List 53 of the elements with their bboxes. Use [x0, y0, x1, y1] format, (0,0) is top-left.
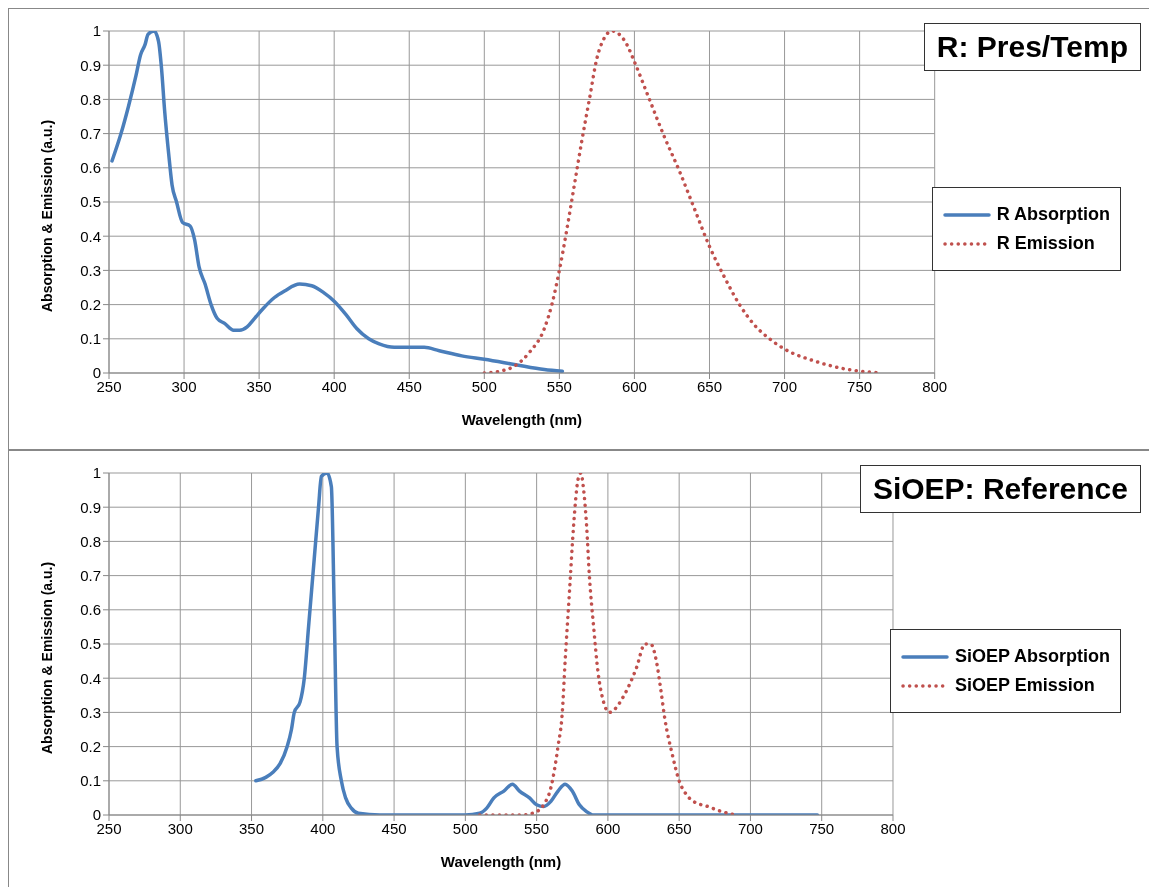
legend-label: R Emission: [996, 233, 1095, 254]
y-tick-label: 0.4: [80, 669, 101, 687]
x-tick-label: 600: [595, 819, 621, 837]
y-tick-label: 0.3: [80, 703, 101, 721]
y-axis-title: Absorption & Emission (a.u.): [38, 561, 55, 754]
y-tick-label: 0.9: [80, 56, 101, 74]
x-tick-label: 400: [310, 819, 336, 837]
text: R: Pres/Temp: [923, 23, 1141, 71]
x-tick-label: 800: [922, 377, 948, 395]
x-tick-label: 800: [880, 819, 906, 837]
y-tick-label: 0.7: [80, 124, 101, 142]
x-tick-label: 400: [321, 377, 347, 395]
x-tick-label: 300: [171, 377, 197, 395]
y-tick-label: 0.5: [80, 193, 101, 211]
x-axis-title: Wavelength (nm): [461, 411, 582, 428]
y-tick-label: 0.8: [80, 532, 101, 550]
x-tick-label: 750: [847, 377, 873, 395]
text: SiOEP: Reference: [859, 465, 1141, 513]
x-tick-label: 650: [696, 377, 722, 395]
x-tick-label: 600: [621, 377, 647, 395]
y-tick-label: 0.3: [80, 261, 101, 279]
y-tick-label: 0.9: [80, 498, 101, 516]
x-tick-label: 500: [452, 819, 478, 837]
y-tick-label: 0.7: [80, 566, 101, 584]
x-tick-label: 350: [246, 377, 272, 395]
x-tick-label: 300: [167, 819, 193, 837]
x-tick-label: 700: [772, 377, 798, 395]
legend-label: SiOEP Absorption: [954, 646, 1110, 667]
x-tick-label: 550: [546, 377, 572, 395]
y-tick-label: 1: [92, 464, 101, 482]
y-tick-label: 0.6: [80, 601, 101, 619]
y-tick-label: 0.1: [80, 772, 101, 790]
legend-label: R Absorption: [996, 204, 1110, 225]
y-tick-label: 0.2: [80, 737, 101, 755]
y-tick-label: 0.6: [80, 159, 101, 177]
x-tick-label: 700: [737, 819, 763, 837]
y-tick-label: 0.4: [80, 227, 101, 245]
y-tick-label: 0.8: [80, 90, 101, 108]
y-axis-title: Absorption & Emission (a.u.): [38, 119, 55, 312]
x-tick-label: 750: [809, 819, 835, 837]
legend-label: SiOEP Emission: [954, 675, 1095, 696]
x-axis-title: Wavelength (nm): [440, 853, 562, 870]
y-tick-label: 1: [92, 22, 101, 40]
y-tick-label: 0.2: [80, 295, 101, 313]
x-tick-label: 650: [666, 819, 692, 837]
x-tick-label: 450: [396, 377, 422, 395]
x-tick-label: 550: [524, 819, 550, 837]
line-series: [254, 473, 820, 815]
x-tick-label: 500: [471, 377, 497, 395]
y-tick-label: 0.5: [80, 635, 101, 653]
y-tick-label: 0.1: [80, 330, 101, 348]
x-tick-label: 350: [239, 819, 265, 837]
x-tick-label: 450: [381, 819, 407, 837]
